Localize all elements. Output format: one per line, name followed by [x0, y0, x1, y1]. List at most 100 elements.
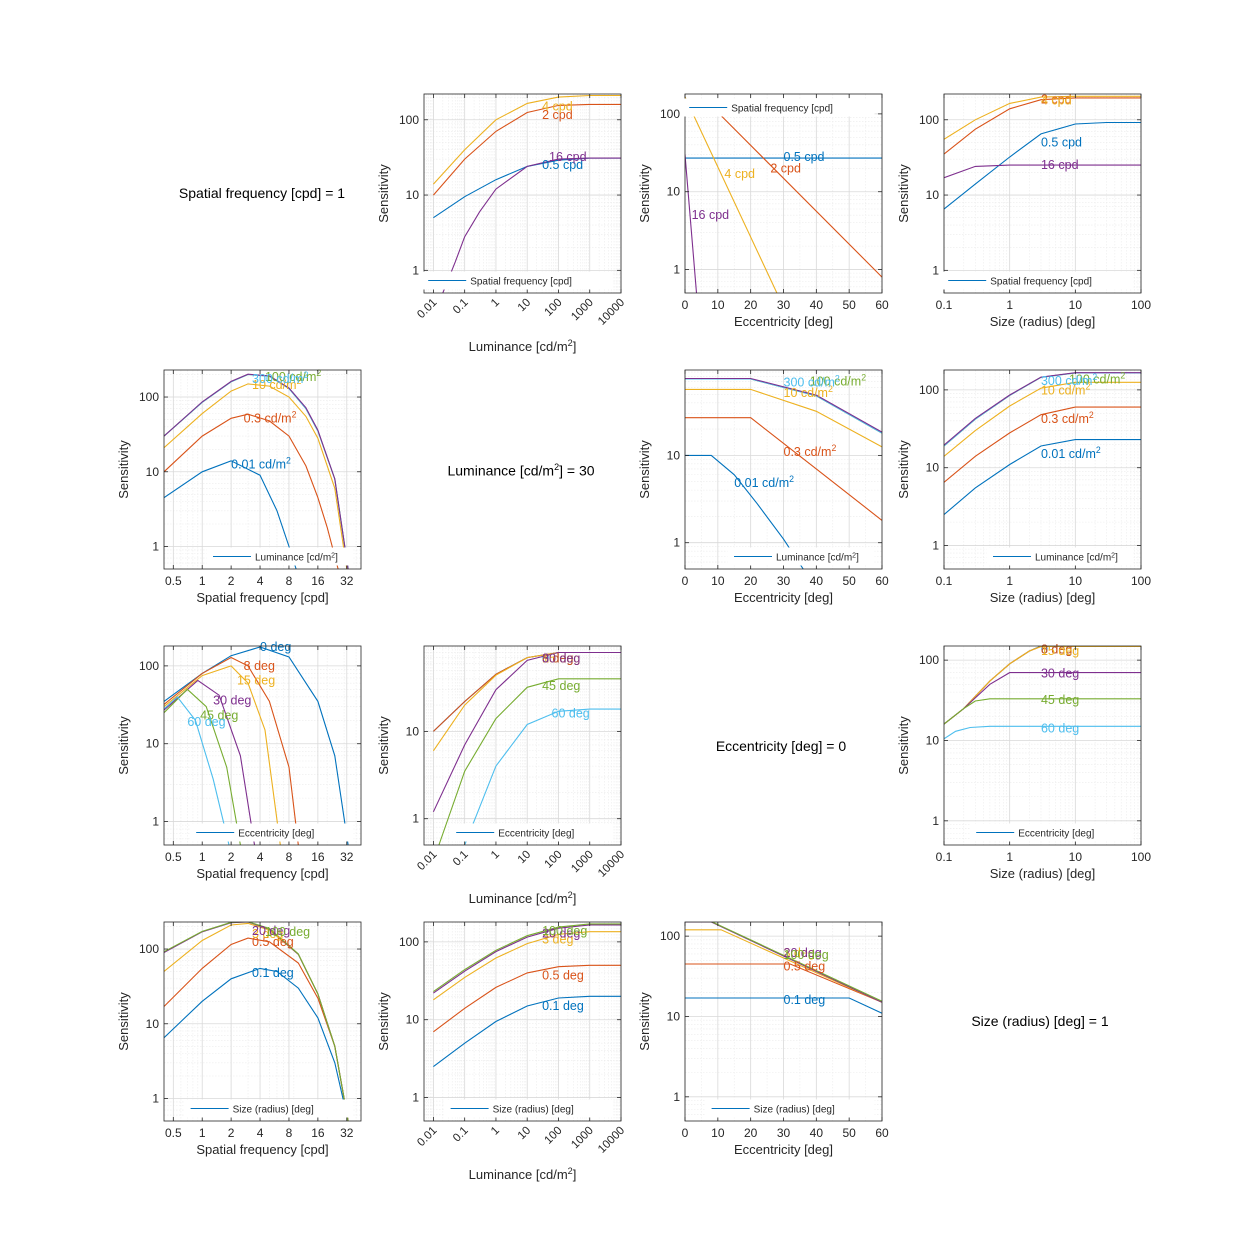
plot-area [164, 646, 361, 845]
x-tick-label: 10 [1069, 298, 1083, 312]
curve-label: 8 deg [542, 652, 573, 666]
y-axis-label: Sensitivity [116, 716, 131, 775]
x-axis-label: Eccentricity [deg] [734, 1142, 833, 1157]
series-line-0-1-deg [685, 997, 882, 1014]
x-axis-label: Spatial frequency [cpd] [196, 1142, 328, 1157]
x-tick-label: 0.1 [936, 298, 953, 312]
curve-label: 60 deg [552, 707, 590, 721]
curve-label: 0.3 cd/m2 [784, 443, 837, 459]
y-tick-label: 10 [667, 185, 681, 199]
y-tick-label: 100 [919, 383, 939, 397]
series-line-8-deg [164, 656, 299, 845]
axes-box [163, 645, 362, 846]
x-tick-label: 1 [199, 574, 206, 588]
tick-marks [943, 646, 1142, 845]
legend-box [184, 1099, 354, 1118]
curve-label: 300 cd/m2 [784, 374, 840, 390]
series-line-10-cd-m2 [944, 381, 1141, 457]
series-line-3-deg [433, 931, 621, 1001]
legend-label: Size (radius) [deg] [754, 1105, 835, 1116]
series-line-3-deg [685, 929, 882, 1003]
x-tick-label: 0.5 [165, 574, 182, 588]
x-tick-label: 10000 [596, 297, 627, 328]
y-tick-label: 10 [146, 1017, 160, 1031]
y-axis-label: Sensitivity [637, 164, 652, 223]
curve-label: 100 cd/m2 [810, 373, 866, 389]
x-axis-label: Eccentricity [deg] [734, 590, 833, 605]
curve-label: 100 deg [265, 925, 310, 939]
x-tick-label: 100 [543, 297, 565, 319]
y-tick-label: 100 [139, 942, 159, 956]
y-tick-label: 1 [673, 536, 680, 550]
curve-label: 3 deg [542, 932, 573, 946]
axes-box [943, 93, 1142, 294]
legend-box [705, 1099, 875, 1118]
curve-label: 0.1 deg [542, 999, 584, 1013]
x-tick-label: 32 [340, 850, 354, 864]
minor-grid [685, 922, 882, 1121]
curve-label: 100 cd/m2 [265, 368, 321, 384]
series-line-10-cd-m2 [685, 388, 882, 448]
x-tick-label: 60 [875, 574, 889, 588]
x-tick-label: 1 [1006, 298, 1013, 312]
minor-grid [685, 94, 882, 293]
x-tick-label: 10000 [596, 1125, 627, 1156]
tick-marks [164, 922, 361, 1121]
x-tick-label: 0.5 [165, 1126, 182, 1140]
x-tick-label: 0 [682, 574, 689, 588]
series-group [432, 651, 621, 845]
series-line-45-deg [164, 688, 241, 845]
x-tick-label: 100 [1131, 574, 1151, 588]
y-tick-label: 100 [399, 935, 419, 949]
curve-label: 20 deg [784, 946, 822, 960]
x-tick-label: 10 [711, 298, 725, 312]
x-tick-label: 10 [516, 849, 534, 867]
curve-label: 30 deg [542, 652, 580, 666]
curve-label: 45 deg [200, 709, 238, 723]
x-tick-label: 32 [340, 574, 354, 588]
series-group [432, 94, 621, 293]
x-tick-label: 16 [311, 1126, 325, 1140]
diagonal-label-luminance: Luminance [cd/m2] = 30 [447, 462, 595, 479]
diagonal-label-size: Size (radius) [deg] = 1 [971, 1013, 1109, 1029]
axes-box [423, 645, 622, 846]
y-tick-label: 10 [146, 737, 160, 751]
curve-label: 60 deg [1041, 722, 1079, 736]
tick-marks [424, 646, 622, 845]
legend-label: Luminance [cd/m2] [776, 552, 859, 564]
diagonal-label-spatial-frequency: Spatial frequency [cpd] = 1 [178, 185, 346, 201]
curve-label: 0.5 cpd [1041, 135, 1082, 149]
series-line-20-deg [685, 922, 882, 1003]
y-tick-label: 1 [932, 814, 939, 828]
curve-label: 4 cpd [724, 167, 755, 181]
x-tick-label: 0.1 [451, 1125, 471, 1145]
series-line-1000-cd-m2 [164, 373, 349, 569]
series-line-60-deg [164, 696, 230, 845]
major-grid [164, 646, 361, 845]
legend-label: Size (radius) [deg] [233, 1105, 314, 1116]
series-line-0-1-deg [164, 967, 349, 1121]
series-line-4-cpd [685, 96, 778, 293]
curve-label: 100 deg [784, 948, 829, 962]
curve-label: 100 deg [542, 924, 587, 938]
y-tick-label: 10 [667, 1009, 681, 1023]
curve-label: 0.3 cd/m2 [244, 409, 297, 425]
x-tick-label: 1000 [569, 297, 596, 324]
series-line-16-cpd [442, 157, 621, 293]
x-tick-label: 16 [311, 850, 325, 864]
plot-area [164, 922, 361, 1121]
x-tick-label: 10 [1069, 574, 1083, 588]
curve-label: 16 cpd [692, 208, 730, 222]
x-tick-label: 1000 [569, 849, 596, 876]
x-tick-label: 2 [228, 850, 235, 864]
series-line-0-01-cd-m2 [685, 454, 804, 569]
x-tick-label: 100 [1131, 850, 1151, 864]
curve-label: 10 cd/m2 [252, 376, 301, 392]
curve-label: 8 deg [244, 659, 275, 673]
